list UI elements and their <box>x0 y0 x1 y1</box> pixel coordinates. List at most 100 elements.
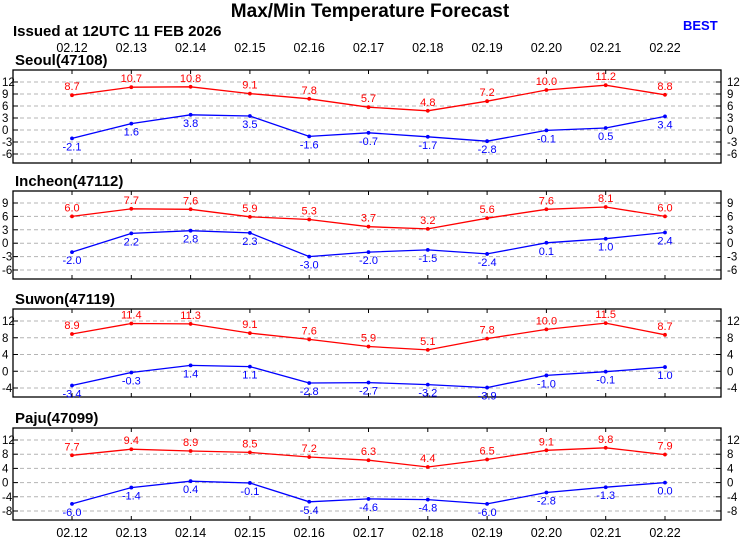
max-temp-point <box>603 205 608 209</box>
min-temp-label: -3.9 <box>478 391 497 403</box>
min-temp-point <box>307 254 312 259</box>
station-panel: Suwon(47119)12 128 84 40 0-4 -48.911.4 11.39.1… <box>2 291 740 403</box>
min-temp-point <box>366 497 371 501</box>
station-title: Seoul(47108) <box>15 52 108 69</box>
y-tick-label-left: -8 <box>2 506 12 518</box>
min-temp-point <box>248 114 252 118</box>
max-temp-point <box>248 450 252 455</box>
y-tick-label-left: 6 <box>2 101 8 113</box>
max-temp-point <box>544 88 549 92</box>
station-title: Suwon(47119) <box>15 291 115 308</box>
max-temp-point <box>544 327 549 332</box>
max-temp-label: 8.9 <box>64 320 79 332</box>
panel-frame <box>12 308 722 398</box>
min-temp-point <box>248 231 252 235</box>
min-temp-point <box>425 134 430 139</box>
y-tick-label-right: 9 <box>727 89 733 101</box>
max-temp-point <box>366 344 371 349</box>
min-temp-label: 2.2 <box>124 236 139 248</box>
min-temp-label: -1.0 <box>537 378 556 390</box>
max-temp-label: 11.2 <box>595 71 616 83</box>
min-temp-point <box>366 250 371 255</box>
min-temp-point <box>544 128 549 133</box>
max-temp-label: 10.0 <box>536 76 557 88</box>
max-temp-label: 6.3 <box>361 446 376 458</box>
x-tick-label-bottom: 02.17 <box>353 526 384 540</box>
panel-frame <box>12 427 722 521</box>
max-temp-point <box>603 321 608 325</box>
min-temp-point <box>485 502 489 506</box>
min-temp-label: -5.4 <box>300 505 319 517</box>
min-temp-label: -0.3 <box>122 376 141 388</box>
x-tick-label-top: 02.21 <box>590 41 621 55</box>
max-temp-label: 5.9 <box>242 203 257 215</box>
y-tick-label-right: 3 <box>727 113 733 125</box>
max-temp-point <box>188 207 193 212</box>
min-temp-point <box>366 130 371 135</box>
max-temp-point <box>70 332 74 336</box>
min-temp-label: -1.3 <box>596 490 615 502</box>
max-temp-label: 7.6 <box>183 195 198 207</box>
min-temp-point <box>663 114 667 119</box>
min-temp-label: 0.4 <box>183 484 198 496</box>
max-temp-point <box>129 321 134 326</box>
min-temp-label: -1.4 <box>122 491 141 503</box>
max-temp-label: 10.8 <box>180 73 201 85</box>
y-tick-label-left: -4 <box>2 383 13 395</box>
min-temp-point <box>544 240 549 245</box>
max-temp-point <box>366 105 371 110</box>
min-temp-point <box>307 381 312 385</box>
max-temp-label: 4.8 <box>420 97 435 109</box>
max-temp-label: 10.0 <box>536 315 557 327</box>
max-temp-label: 5.3 <box>302 206 317 218</box>
station-title: Incheon(47112) <box>15 173 123 190</box>
min-temp-point <box>366 380 371 385</box>
max-temp-point <box>425 347 430 352</box>
max-temp-label: 6.0 <box>64 202 79 214</box>
max-temp-point <box>307 217 312 222</box>
max-temp-label: 5.1 <box>420 336 435 348</box>
top-x-axis-labels: 02.12 02.13 02.14 02.15 02.16 02.17 02.18 02.19… <box>56 41 680 55</box>
min-temp-point <box>70 250 74 255</box>
max-temp-label: 3.2 <box>420 215 435 227</box>
x-tick-label-bottom: 02.13 <box>116 526 147 540</box>
y-tick-label-right: 8 <box>727 449 733 461</box>
min-temp-label: 1.0 <box>657 370 672 382</box>
max-temp-label: 8.7 <box>64 81 79 93</box>
y-tick-label-left: 0 <box>2 478 8 490</box>
y-tick-label-right: 12 <box>727 435 740 447</box>
min-temp-point <box>70 136 74 141</box>
min-temp-point <box>485 252 489 256</box>
y-tick-label-left: 6 <box>2 211 8 223</box>
max-temp-label: 4.4 <box>420 453 435 465</box>
x-tick-label-top: 02.20 <box>531 41 562 55</box>
x-tick-label-top: 02.15 <box>234 41 265 55</box>
panel-frame <box>12 69 722 164</box>
min-temp-label: -0.7 <box>359 136 378 148</box>
y-tick-label-left: 12 <box>2 77 15 89</box>
y-tick-label-right: -3 <box>727 252 737 264</box>
min-temp-point <box>188 228 193 233</box>
max-temp-point <box>366 458 371 463</box>
max-temp-label: 7.2 <box>302 443 317 455</box>
chart-title: Max/Min Temperature Forecast <box>231 1 510 22</box>
max-temp-point <box>248 91 252 96</box>
max-temp-label: 11.5 <box>595 309 616 321</box>
min-temp-point <box>129 485 134 490</box>
y-tick-label-left: -3 <box>2 137 12 149</box>
max-temp-point <box>544 207 549 212</box>
x-tick-label-top: 02.17 <box>353 41 384 55</box>
max-temp-point <box>307 337 312 342</box>
max-temp-point <box>307 455 312 459</box>
max-temp-label: 10.7 <box>121 73 142 85</box>
min-temp-point <box>307 134 312 139</box>
min-temp-label: -3.2 <box>418 388 437 400</box>
min-temp-label: 3.5 <box>242 119 257 131</box>
y-tick-label-left: -3 <box>2 252 12 264</box>
max-temp-point <box>70 453 74 458</box>
x-tick-label-bottom: 02.12 <box>56 526 87 540</box>
max-temp-point <box>188 449 193 453</box>
min-temp-point <box>663 365 667 369</box>
max-temp-point <box>248 331 252 336</box>
min-temp-label: -2.4 <box>478 257 497 269</box>
